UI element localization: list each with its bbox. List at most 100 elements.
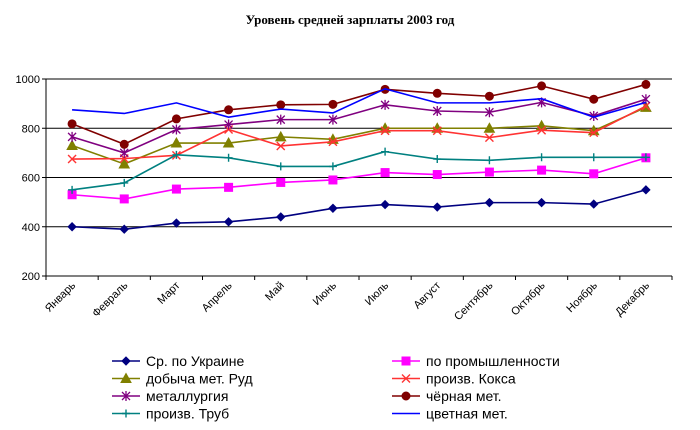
data-point [483, 122, 496, 133]
y-tick-label: 600 [22, 173, 40, 185]
data-point [484, 197, 495, 208]
legend-item: чёрная мет. [392, 388, 502, 404]
data-point [67, 131, 77, 142]
x-tick-label: Апрель [200, 279, 235, 314]
data-point [589, 110, 599, 121]
x-tick-label: Май [263, 280, 287, 304]
data-point [68, 185, 77, 194]
legend-item: добыча мет. Руд [112, 371, 253, 387]
data-point [380, 99, 390, 110]
data-point [118, 157, 131, 169]
series-1 [67, 185, 651, 234]
data-point [484, 107, 494, 118]
series-line [71, 106, 647, 165]
series-line [72, 189, 647, 231]
x-tick-label: Июнь [311, 279, 339, 307]
data-point [589, 153, 598, 162]
series-line [71, 83, 647, 146]
y-tick-label: 200 [22, 271, 40, 283]
legend-item: Ср. по Украине [112, 353, 244, 369]
data-point [121, 391, 131, 401]
data-point [328, 203, 338, 213]
legend-label: по промышленности [426, 353, 560, 369]
data-point [328, 162, 337, 171]
data-point [381, 147, 390, 156]
data-point [433, 155, 442, 164]
legend-label: Ср. по Украине [146, 353, 244, 369]
series-2 [67, 153, 651, 204]
data-point [276, 177, 286, 187]
legend-item: металлургия [112, 388, 228, 404]
x-tick-label: Октябрь [509, 279, 548, 318]
data-point [328, 175, 338, 185]
x-tick-label: Март [155, 280, 182, 307]
x-tick-label: Ноябрь [564, 279, 600, 315]
data-point [484, 91, 494, 101]
data-point [537, 153, 546, 162]
series-7 [68, 147, 650, 194]
series-6 [67, 79, 651, 149]
data-point [537, 165, 547, 175]
data-point [380, 126, 390, 136]
data-point [171, 184, 181, 194]
data-point [120, 372, 132, 383]
data-point [119, 147, 129, 158]
data-point [224, 119, 234, 130]
legend-label: металлургия [146, 388, 228, 404]
data-point [589, 169, 599, 179]
legend-item: произв. Труб [112, 406, 229, 422]
series-4 [67, 101, 651, 164]
data-point [119, 194, 129, 204]
legend-item: цветная мет. [392, 406, 508, 422]
data-point [589, 94, 599, 104]
data-point [119, 224, 129, 234]
x-tick-label: Январь [43, 279, 78, 314]
data-point [119, 139, 129, 149]
legend-item: по промышленности [392, 353, 560, 369]
series-line [71, 98, 647, 154]
data-point [171, 114, 181, 124]
series-5 [67, 94, 651, 158]
y-tick-label: 400 [22, 222, 40, 234]
data-point [66, 139, 78, 150]
data-point [432, 106, 442, 117]
data-point [432, 202, 442, 212]
data-point [121, 356, 131, 366]
data-point [170, 136, 183, 148]
data-point [223, 217, 234, 227]
data-point [485, 156, 494, 165]
data-point [171, 124, 181, 135]
data-point [328, 114, 338, 125]
data-point [589, 128, 599, 138]
data-point [432, 88, 442, 98]
legend-label: произв. Труб [146, 406, 229, 422]
data-point [276, 100, 286, 110]
y-tick-label: 1000 [16, 74, 40, 86]
legend-label: чёрная мет. [426, 388, 502, 404]
data-point [328, 99, 338, 109]
data-point [276, 162, 285, 171]
data-point [67, 222, 77, 232]
data-point [224, 153, 233, 162]
x-tick-label: Июль [363, 279, 392, 308]
data-point [224, 105, 234, 115]
data-point [67, 119, 77, 129]
x-tick-label: Декабрь [613, 279, 652, 318]
data-point [484, 133, 494, 143]
data-point [380, 168, 390, 178]
legend-label: произв. Кокса [426, 371, 516, 387]
data-point [276, 141, 286, 151]
series-8 [72, 88, 647, 119]
data-point [536, 197, 547, 208]
data-point [172, 150, 181, 159]
data-point [484, 167, 494, 177]
series-line [72, 88, 647, 119]
data-point [328, 137, 338, 147]
legend-item: произв. Кокса [392, 371, 516, 387]
data-point [401, 356, 411, 366]
series-line [71, 150, 646, 191]
series-line [72, 157, 647, 200]
data-point [380, 199, 390, 210]
data-point [432, 126, 442, 136]
